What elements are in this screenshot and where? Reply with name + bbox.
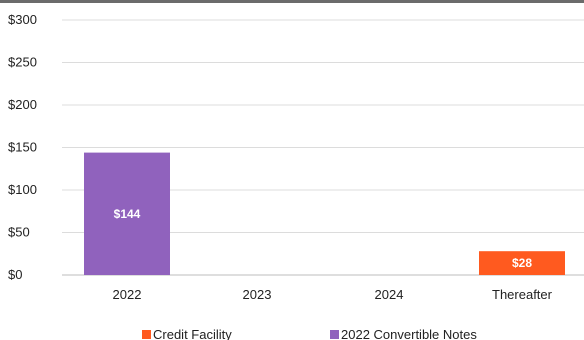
y-tick-label: $50	[8, 225, 30, 240]
x-axis-category-labels: 2022 2023 2024 Thereafter	[113, 287, 553, 302]
bars: $144 $28	[84, 152, 565, 275]
top-border	[0, 0, 584, 3]
y-tick-label: $300	[8, 12, 37, 27]
y-tick-label: $200	[8, 97, 37, 112]
bar-2022-convertible-notes-2022	[84, 152, 170, 275]
legend-swatch	[330, 330, 339, 339]
y-axis-tick-labels: $0 $50 $100 $150 $200 $250 $300	[8, 12, 37, 282]
data-label: $28	[512, 256, 532, 270]
legend-label: Credit Facility	[153, 327, 232, 340]
y-tick-label: $0	[8, 267, 22, 282]
x-tick-label: 2022	[113, 287, 142, 302]
y-tick-label: $250	[8, 55, 37, 70]
bar-credit-facility-thereafter	[479, 251, 565, 275]
legend-swatch	[142, 330, 151, 339]
x-tick-label: 2024	[375, 287, 404, 302]
x-tick-label: 2023	[243, 287, 272, 302]
y-tick-label: $100	[8, 182, 37, 197]
legend: Credit Facility 2022 Convertible Notes	[142, 327, 477, 340]
legend-label: 2022 Convertible Notes	[341, 327, 477, 340]
x-tick-label: Thereafter	[492, 287, 553, 302]
y-tick-label: $150	[8, 140, 37, 155]
data-label: $144	[114, 207, 141, 221]
